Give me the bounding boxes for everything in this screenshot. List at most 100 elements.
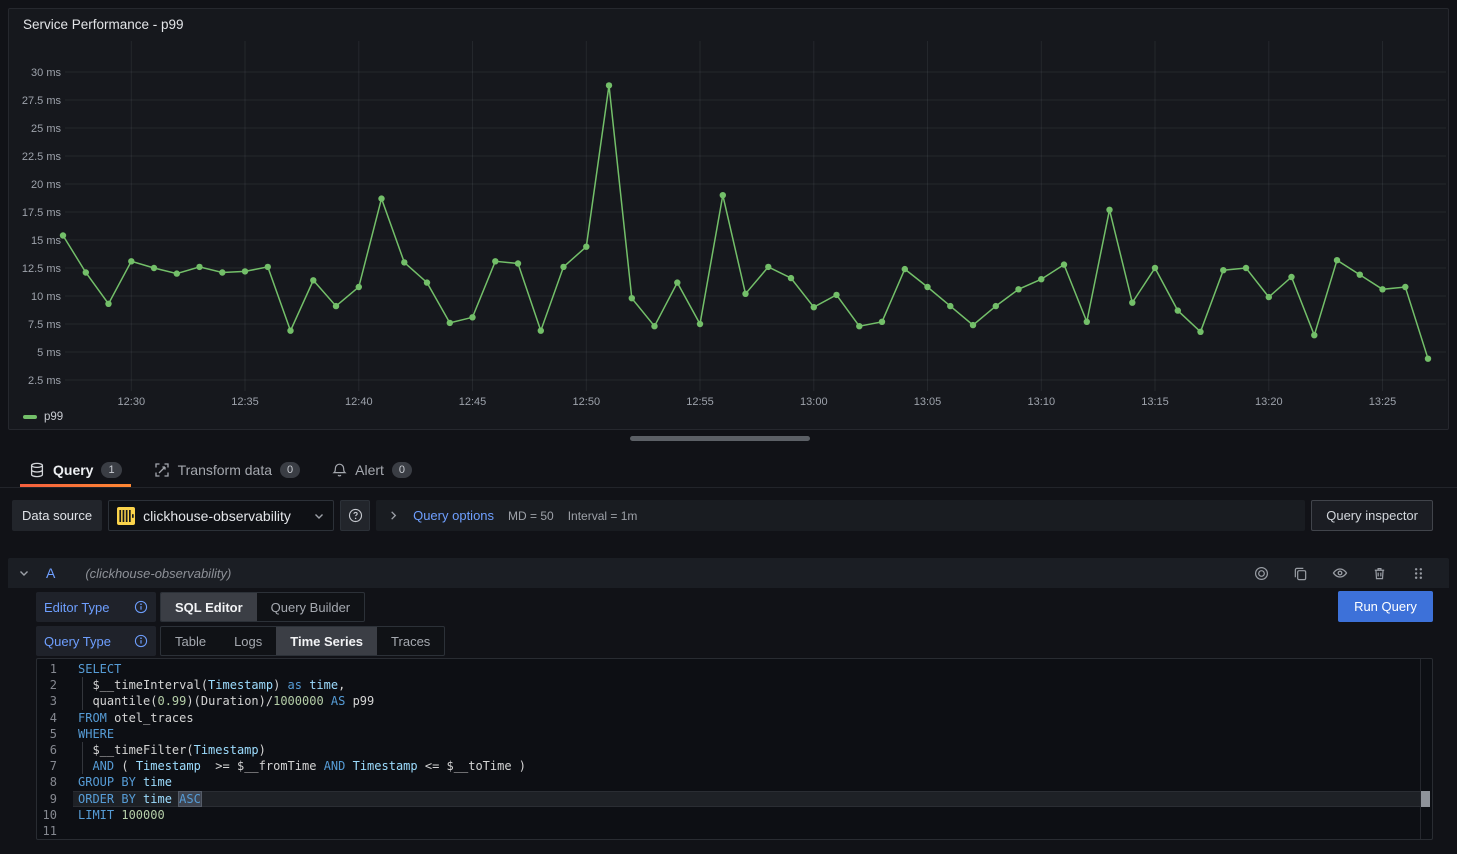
- trash-icon[interactable]: [1372, 566, 1387, 581]
- svg-text:13:20: 13:20: [1255, 396, 1283, 408]
- code-line-8[interactable]: 8GROUP BY time: [37, 774, 1432, 790]
- code-text: [73, 823, 1432, 839]
- question-circle-icon: [348, 508, 363, 523]
- info-circle-icon: [134, 600, 148, 614]
- query-ref-id[interactable]: A: [46, 565, 55, 581]
- copy-icon[interactable]: [1293, 566, 1308, 581]
- datasource-help-button[interactable]: [340, 500, 370, 531]
- query-row-header[interactable]: A (clickhouse-observability): [8, 558, 1449, 588]
- code-text: $__timeInterval(Timestamp) as time,: [73, 677, 1432, 693]
- svg-text:12.5 ms: 12.5 ms: [22, 263, 62, 275]
- svg-text:27.5 ms: 27.5 ms: [22, 95, 62, 107]
- tab-query[interactable]: Query 1: [20, 452, 131, 487]
- code-text: quantile(0.99)(Duration)/1000000 AS p99: [73, 693, 1432, 709]
- svg-text:7.5 ms: 7.5 ms: [28, 319, 62, 331]
- tab-label: Query: [53, 462, 93, 478]
- line-number: 4: [37, 710, 73, 726]
- grafana-panel-editor: 2.5 ms5 ms7.5 ms10 ms12.5 ms15 ms17.5 ms…: [0, 0, 1457, 854]
- code-line-10[interactable]: 10LIMIT 100000: [37, 807, 1432, 823]
- svg-text:12:35: 12:35: [231, 396, 259, 408]
- code-line-5[interactable]: 5WHERE: [37, 726, 1432, 742]
- option-query-builder[interactable]: Query Builder: [257, 593, 364, 621]
- database-icon: [29, 462, 45, 478]
- code-text: FROM otel_traces: [73, 710, 1432, 726]
- overview-ruler[interactable]: [1420, 659, 1432, 839]
- clickhouse-logo-icon: [117, 507, 135, 525]
- tab-badge: 0: [392, 462, 412, 478]
- svg-text:13:25: 13:25: [1369, 396, 1397, 408]
- svg-text:13:10: 13:10: [1028, 396, 1056, 408]
- svg-text:30 ms: 30 ms: [31, 67, 61, 79]
- bell-icon: [332, 462, 347, 478]
- query-datasource-hint: (clickhouse-observability): [85, 566, 231, 581]
- tab-label: Transform data: [178, 462, 272, 478]
- query-actions: [1254, 565, 1439, 581]
- drag-handle-icon[interactable]: [1411, 566, 1425, 581]
- tab-badge: 0: [280, 462, 300, 478]
- editor-type-label: Editor Type: [36, 592, 156, 622]
- svg-text:5 ms: 5 ms: [37, 347, 61, 359]
- option-time-series[interactable]: Time Series: [276, 627, 377, 655]
- code-lines: 1SELECT2 $__timeInterval(Timestamp) as t…: [37, 661, 1432, 839]
- query-type-row: Query Type TableLogsTime SeriesTraces: [36, 626, 445, 656]
- option-logs[interactable]: Logs: [220, 627, 276, 655]
- cursor-position-marker: [1421, 791, 1430, 807]
- code-line-6[interactable]: 6 $__timeFilter(Timestamp): [37, 742, 1432, 758]
- svg-text:12:40: 12:40: [345, 396, 373, 408]
- tab-badge: 1: [101, 462, 121, 478]
- info-circle-icon: [134, 634, 148, 648]
- sql-editor[interactable]: 1SELECT2 $__timeInterval(Timestamp) as t…: [36, 658, 1433, 840]
- svg-text:13:05: 13:05: [914, 396, 942, 408]
- timeseries-panel: 2.5 ms5 ms7.5 ms10 ms12.5 ms15 ms17.5 ms…: [8, 8, 1449, 430]
- code-line-1[interactable]: 1SELECT: [37, 661, 1432, 677]
- eye-icon[interactable]: [1332, 565, 1348, 581]
- panel-title: Service Performance - p99: [23, 17, 184, 32]
- run-query-button[interactable]: Run Query: [1338, 591, 1433, 622]
- svg-text:12:55: 12:55: [686, 396, 714, 408]
- query-type-label: Query Type: [36, 626, 156, 656]
- transform-icon: [154, 462, 170, 478]
- query-options-toggle[interactable]: Query options MD = 50 Interval = 1m: [376, 500, 1305, 531]
- option-table[interactable]: Table: [161, 627, 220, 655]
- option-sql-editor[interactable]: SQL Editor: [161, 593, 257, 621]
- code-line-9[interactable]: 9ORDER BY time ASC: [37, 791, 1432, 807]
- horizontal-scrollbar[interactable]: [630, 436, 810, 441]
- code-text: AND ( Timestamp >= $__fromTime AND Times…: [73, 758, 1432, 774]
- code-text: LIMIT 100000: [73, 807, 1432, 823]
- datasource-picker[interactable]: clickhouse-observability: [108, 500, 334, 531]
- option-traces[interactable]: Traces: [377, 627, 444, 655]
- chart-legend[interactable]: p99: [23, 411, 63, 423]
- query-options-label: Query options: [413, 508, 494, 523]
- editor-type-group: SQL EditorQuery Builder: [160, 592, 365, 622]
- line-number: 3: [37, 693, 73, 709]
- code-line-7[interactable]: 7 AND ( Timestamp >= $__fromTime AND Tim…: [37, 758, 1432, 774]
- line-number: 6: [37, 742, 73, 758]
- code-line-3[interactable]: 3 quantile(0.99)(Duration)/1000000 AS p9…: [37, 693, 1432, 709]
- svg-text:2.5 ms: 2.5 ms: [28, 375, 62, 387]
- code-line-4[interactable]: 4FROM otel_traces: [37, 710, 1432, 726]
- line-number: 11: [37, 823, 73, 839]
- svg-text:13:15: 13:15: [1141, 396, 1169, 408]
- indent-guide: [82, 693, 83, 709]
- record-circle-icon[interactable]: [1254, 566, 1269, 581]
- svg-text:13:00: 13:00: [800, 396, 828, 408]
- indent-guide: [82, 758, 83, 774]
- line-number: 1: [37, 661, 73, 677]
- max-data-points: MD = 50: [508, 509, 554, 523]
- svg-text:10 ms: 10 ms: [31, 291, 61, 303]
- code-line-2[interactable]: 2 $__timeInterval(Timestamp) as time,: [37, 677, 1432, 693]
- code-text: WHERE: [73, 726, 1432, 742]
- datasource-label: Data source: [12, 500, 102, 531]
- indent-guide: [82, 677, 83, 693]
- query-inspector-button[interactable]: Query inspector: [1311, 500, 1433, 531]
- legend-swatch-p99: [23, 415, 37, 419]
- query-type-group: TableLogsTime SeriesTraces: [160, 626, 445, 656]
- tab-alert[interactable]: Alert0: [323, 452, 421, 487]
- collapse-chevron-icon[interactable]: [18, 567, 30, 579]
- code-line-11[interactable]: 11: [37, 823, 1432, 839]
- tab-transform-data[interactable]: Transform data 0: [145, 452, 310, 487]
- code-text: $__timeFilter(Timestamp): [73, 742, 1432, 758]
- svg-text:22.5 ms: 22.5 ms: [22, 151, 62, 163]
- timeseries-chart: 2.5 ms5 ms7.5 ms10 ms12.5 ms15 ms17.5 ms…: [9, 9, 1448, 429]
- code-text: GROUP BY time: [73, 774, 1432, 790]
